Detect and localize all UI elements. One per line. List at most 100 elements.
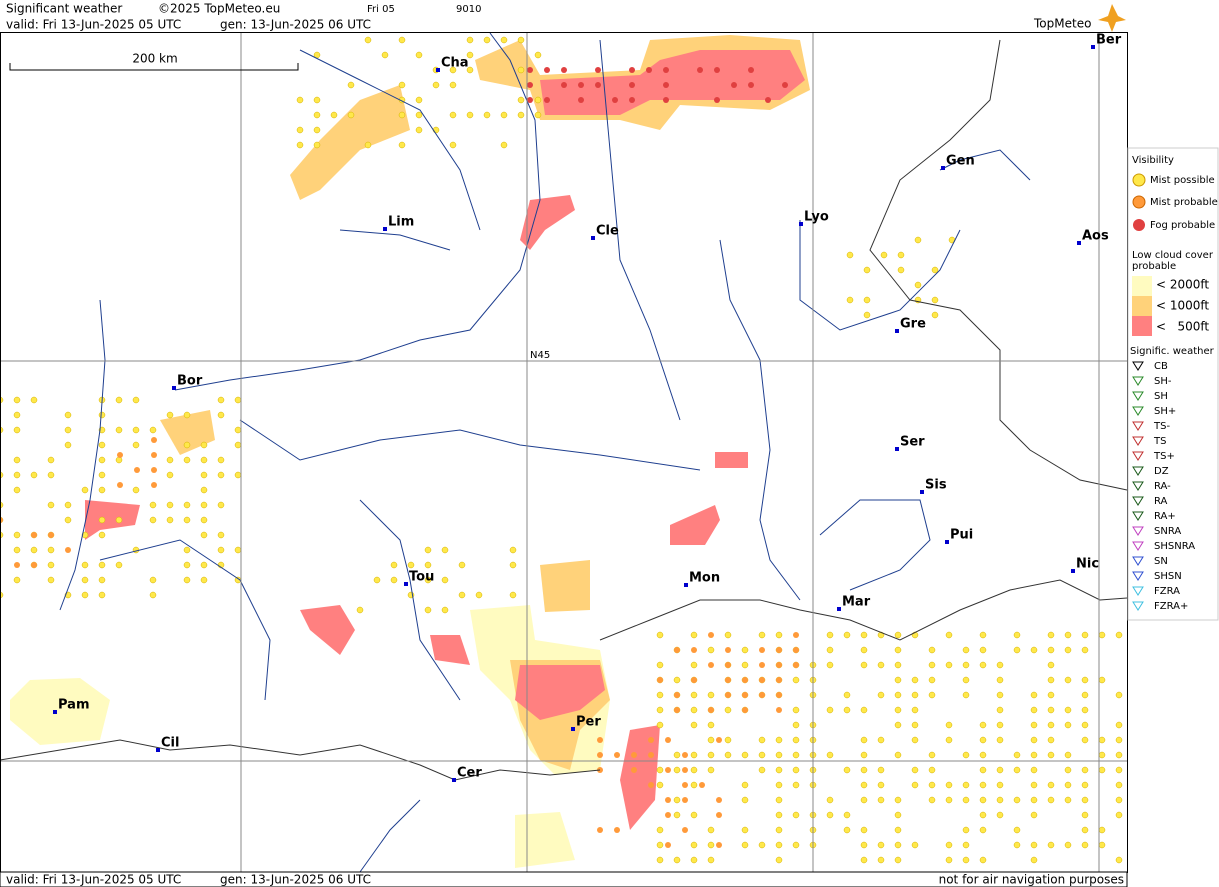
weather-symbol [792, 751, 800, 759]
weather-symbol [979, 856, 987, 864]
weather-symbol [1115, 721, 1123, 729]
weather-symbol [656, 721, 664, 729]
weather-symbol [296, 141, 304, 149]
weather-symbol [151, 482, 157, 488]
weather-symbol [996, 766, 1004, 774]
weather-symbol [945, 841, 953, 849]
weather-symbol [1098, 766, 1106, 774]
weather-symbol [81, 561, 89, 569]
weather-symbol [1013, 826, 1021, 834]
weather-symbol [962, 676, 970, 684]
weather-symbol [945, 781, 953, 789]
cloud-area [540, 560, 590, 612]
weather-symbol [931, 311, 939, 319]
weather-symbol [674, 647, 680, 653]
weather-symbol [741, 826, 749, 834]
weather-symbol [860, 736, 868, 744]
weather-symbol [134, 467, 140, 473]
weather-symbol [690, 841, 698, 849]
weather-symbol [776, 692, 782, 698]
weather-symbol [707, 841, 715, 849]
weather-symbol [441, 576, 449, 584]
cloud-area [515, 665, 605, 720]
legend-item: DZ [1154, 466, 1169, 477]
cloud-area [85, 500, 140, 540]
weather-symbol [483, 36, 491, 44]
city-marker [383, 227, 387, 231]
city-label: Lim [388, 215, 414, 230]
weather-symbol [724, 706, 732, 714]
weather-symbol [98, 441, 106, 449]
weather-symbol [31, 532, 37, 538]
weather-symbol [656, 766, 664, 774]
logo: TopMeteo [1033, 17, 1091, 31]
weather-symbol [200, 456, 208, 464]
weather-symbol [911, 691, 919, 699]
weather-symbol [415, 111, 423, 119]
weather-symbol [962, 661, 970, 669]
weather-symbol [200, 486, 208, 494]
weather-symbol [860, 751, 868, 759]
weather-symbol [860, 646, 868, 654]
weather-symbol [98, 471, 106, 479]
weather-symbol [527, 67, 533, 73]
legend-item: SNRA [1154, 526, 1181, 537]
weather-symbol [149, 516, 157, 524]
weather-symbol [47, 471, 55, 479]
weather-symbol [979, 811, 987, 819]
weather-symbol [846, 296, 854, 304]
weather-symbol [792, 706, 800, 714]
weather-symbol [775, 751, 783, 759]
weather-symbol [897, 251, 905, 259]
city-label: Aos [1082, 229, 1109, 244]
weather-symbol [996, 781, 1004, 789]
weather-symbol [656, 781, 664, 789]
weather-symbol [13, 411, 21, 419]
weather-symbol [98, 411, 106, 419]
weather-symbol [424, 606, 432, 614]
legend-item: SN [1154, 556, 1168, 567]
legend-icon [1132, 406, 1144, 416]
weather-symbol [663, 97, 669, 103]
weather-symbol [614, 827, 620, 833]
header-gen: gen: 13-Jun-2025 06 UTC [220, 18, 371, 32]
weather-symbol [612, 97, 618, 103]
weather-symbol [979, 826, 987, 834]
weather-symbol [716, 797, 722, 803]
weather-symbol [1013, 751, 1021, 759]
weather-symbol [979, 766, 987, 774]
weather-symbol [682, 752, 688, 758]
legend-swatch [1132, 296, 1152, 316]
weather-symbol [996, 706, 1004, 714]
weather-symbol [792, 766, 800, 774]
weather-symbol [183, 411, 191, 419]
city-marker [945, 540, 949, 544]
city-label: Mar [842, 595, 871, 610]
weather-symbol [690, 781, 698, 789]
weather-symbol [373, 576, 381, 584]
weather-symbol [1081, 721, 1089, 729]
weather-symbol [775, 766, 783, 774]
weather-symbol [1013, 796, 1021, 804]
header-title: Significant weather [6, 2, 122, 16]
weather-symbol [663, 82, 669, 88]
weather-symbol [1115, 691, 1123, 699]
weather-symbol [132, 441, 140, 449]
weather-symbol [183, 576, 191, 584]
weather-symbol [707, 646, 715, 654]
weather-symbol [597, 752, 603, 758]
weather-symbol [48, 532, 54, 538]
weather-symbol [13, 531, 21, 539]
weather-symbol [64, 516, 72, 524]
symbols [0, 36, 1123, 864]
city-label: Per [576, 715, 601, 730]
city-marker [591, 236, 595, 240]
weather-symbol [877, 766, 885, 774]
weather-symbol [877, 781, 885, 789]
weather-symbol [962, 781, 970, 789]
legend-item: FZRA+ [1154, 601, 1188, 612]
weather-symbol [665, 737, 671, 743]
legend-icon [1132, 496, 1144, 506]
city-marker [684, 583, 688, 587]
weather-symbol [30, 546, 38, 554]
